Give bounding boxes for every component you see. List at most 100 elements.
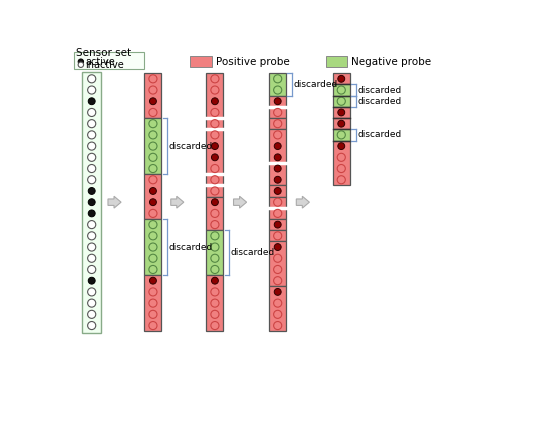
Bar: [144, 275, 161, 331]
Circle shape: [149, 232, 157, 240]
Bar: [269, 129, 286, 163]
Circle shape: [88, 98, 95, 105]
FancyArrow shape: [171, 196, 184, 208]
Text: Positive probe: Positive probe: [216, 57, 290, 67]
Bar: [190, 56, 212, 67]
Circle shape: [212, 154, 218, 161]
Circle shape: [149, 265, 157, 273]
FancyArrow shape: [108, 196, 121, 208]
Circle shape: [212, 277, 218, 284]
Bar: [269, 118, 286, 129]
Circle shape: [87, 232, 96, 240]
Circle shape: [274, 165, 281, 172]
Circle shape: [274, 265, 282, 273]
Bar: [333, 118, 350, 129]
Bar: [333, 73, 350, 84]
Circle shape: [150, 277, 156, 284]
Bar: [269, 230, 286, 241]
Circle shape: [78, 59, 83, 64]
Bar: [74, 52, 143, 69]
Circle shape: [149, 165, 157, 173]
Circle shape: [338, 143, 345, 150]
Bar: [269, 107, 286, 118]
FancyArrow shape: [234, 196, 246, 208]
Circle shape: [149, 153, 157, 162]
Circle shape: [274, 288, 281, 296]
Circle shape: [211, 299, 219, 307]
Text: discarded: discarded: [231, 248, 275, 257]
Circle shape: [274, 176, 281, 183]
Circle shape: [211, 232, 219, 240]
Bar: [207, 129, 223, 174]
Bar: [207, 197, 223, 230]
Circle shape: [274, 154, 281, 161]
Bar: [269, 286, 286, 331]
Circle shape: [337, 165, 346, 173]
Circle shape: [338, 120, 345, 127]
Circle shape: [211, 187, 219, 195]
Circle shape: [88, 210, 95, 217]
Circle shape: [149, 75, 157, 83]
Bar: [333, 96, 350, 107]
Text: discarded: discarded: [357, 86, 402, 95]
Bar: [333, 107, 350, 118]
Circle shape: [211, 209, 219, 218]
Circle shape: [337, 97, 346, 105]
Circle shape: [338, 109, 345, 116]
Text: Sensor set: Sensor set: [76, 48, 132, 58]
Circle shape: [87, 153, 96, 162]
Circle shape: [211, 86, 219, 94]
Bar: [269, 185, 286, 197]
Bar: [269, 96, 286, 107]
Circle shape: [87, 310, 96, 318]
Circle shape: [150, 199, 156, 206]
Circle shape: [337, 131, 346, 139]
Text: discarded: discarded: [169, 243, 213, 251]
Bar: [269, 73, 286, 96]
Circle shape: [87, 243, 96, 251]
Text: discarded: discarded: [357, 131, 402, 139]
Circle shape: [211, 254, 219, 262]
Text: active: active: [86, 57, 115, 67]
Circle shape: [149, 86, 157, 94]
Circle shape: [87, 86, 96, 94]
Circle shape: [88, 277, 95, 284]
Circle shape: [149, 299, 157, 307]
Bar: [82, 72, 101, 333]
Bar: [269, 163, 286, 185]
Circle shape: [274, 198, 282, 206]
Circle shape: [87, 131, 96, 139]
Circle shape: [211, 120, 219, 128]
Circle shape: [149, 131, 157, 139]
Circle shape: [87, 109, 96, 117]
Bar: [333, 129, 350, 140]
Bar: [207, 185, 223, 197]
Circle shape: [149, 120, 157, 128]
Circle shape: [274, 109, 282, 117]
Circle shape: [211, 75, 219, 83]
Circle shape: [211, 243, 219, 251]
Circle shape: [149, 243, 157, 251]
Circle shape: [211, 220, 219, 229]
Text: discarded: discarded: [169, 142, 213, 151]
Circle shape: [274, 299, 282, 307]
Circle shape: [211, 109, 219, 117]
Bar: [269, 197, 286, 208]
Circle shape: [212, 98, 218, 105]
Circle shape: [274, 254, 282, 262]
Circle shape: [274, 321, 282, 329]
Circle shape: [87, 299, 96, 307]
Bar: [144, 73, 161, 118]
Circle shape: [337, 86, 346, 94]
Circle shape: [212, 199, 218, 206]
Circle shape: [87, 120, 96, 128]
Circle shape: [212, 143, 218, 150]
Bar: [269, 219, 286, 230]
Circle shape: [337, 176, 346, 184]
Circle shape: [88, 187, 95, 194]
Circle shape: [211, 321, 219, 329]
Circle shape: [274, 232, 282, 240]
Circle shape: [150, 98, 156, 105]
Circle shape: [78, 62, 83, 67]
Circle shape: [88, 199, 95, 206]
